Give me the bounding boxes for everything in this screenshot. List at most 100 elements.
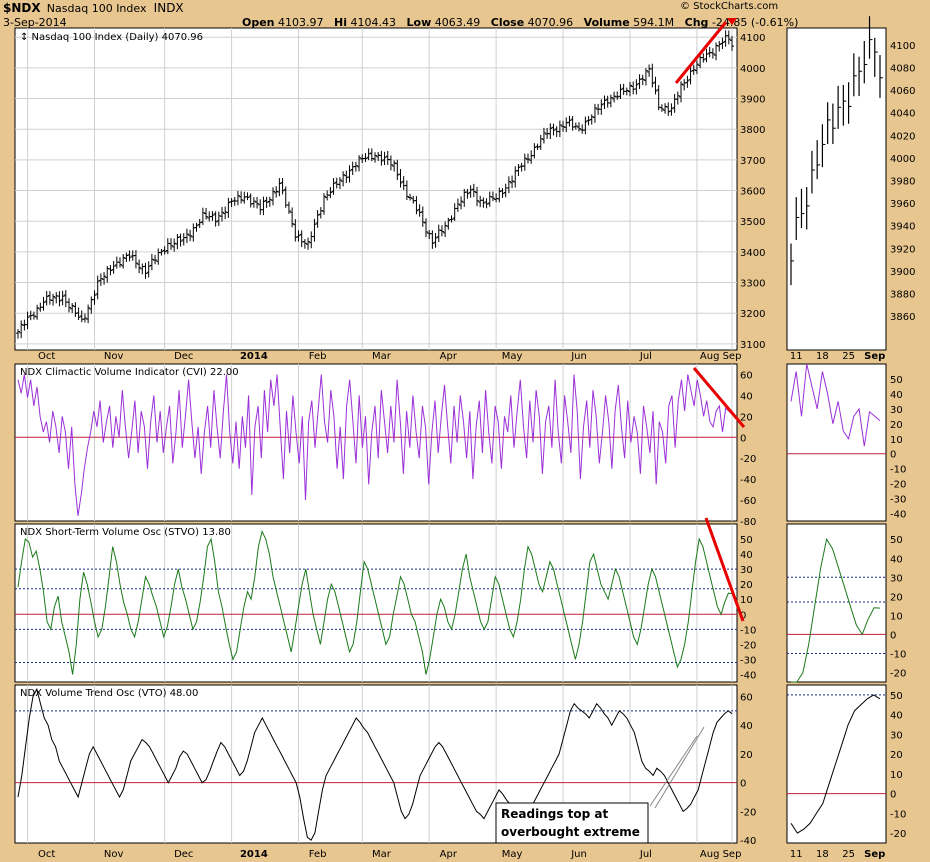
ohlc-bar (353, 161, 358, 172)
ohlc-bar (146, 261, 151, 278)
zoom-y-tick-stvo-0: -20 (890, 668, 906, 679)
ohlc-bar (526, 153, 530, 164)
ohlc-bar (589, 114, 594, 125)
x-tick-price-1: Nov (104, 351, 124, 362)
zoom-y-tick-price-7: 4000 (890, 154, 915, 165)
ohlc-bar (404, 180, 409, 201)
ohlc-bar (347, 165, 352, 183)
zoom-y-tick-price-6: 3980 (890, 177, 915, 188)
ohlc-bar (25, 311, 30, 330)
ohlc-bar (149, 253, 154, 271)
ohlc-bar (420, 206, 425, 227)
zoom-ohlc-bar (811, 150, 815, 194)
y-tick-cvi-3: -20 (740, 454, 756, 465)
zoom-y-tick-cvi-4: 0 (890, 450, 896, 461)
quote-date: 3-Sep-2014 (3, 16, 67, 29)
cvi-title: NDX Climactic Volume Indicator (CVI) 22.… (20, 367, 239, 378)
ohlc-bar (557, 120, 562, 138)
x-tick-vto-5: Mar (372, 849, 392, 860)
y-tick-price-8: 3900 (740, 95, 765, 106)
ohlc-bar (439, 225, 444, 237)
plot-frame-price (14, 27, 738, 351)
zoom-y-tick-price-9: 4040 (890, 109, 915, 120)
annotation-line1: Readings top at (501, 807, 608, 821)
ohlc-bar (430, 230, 435, 249)
quote-bar: Open 4103.97 Hi 4104.43 Low 4063.49 Clos… (242, 16, 799, 29)
ohlc-bar (280, 178, 285, 195)
y-tick-price-0: 3100 (740, 340, 765, 351)
ohlc-bar (720, 37, 725, 50)
x-tick-price-4: Feb (309, 351, 327, 362)
y-tick-vto-4: 40 (740, 721, 753, 732)
ohlc-bar (175, 233, 180, 250)
y-tick-stvo-2: -20 (740, 640, 756, 651)
zoom-ohlc-bars (790, 16, 883, 286)
ohlc-bar (194, 222, 199, 232)
ohlc-bar (57, 291, 62, 307)
ohlc-bar (573, 122, 578, 130)
ohlc-bar (60, 290, 65, 306)
zoom-y-tick-price-5: 3960 (890, 199, 915, 210)
zoom-y-tick-price-10: 4060 (890, 86, 915, 97)
ohlc-bar (98, 273, 103, 286)
x-tick-price-10: Aug (700, 351, 720, 362)
zoom-cvi-series-line (790, 363, 881, 447)
ohlc-bar (188, 229, 193, 242)
y-tick-cvi-1: -60 (740, 496, 756, 507)
ohlc-bar (31, 311, 36, 320)
ohlc-bar (634, 79, 639, 95)
zoom-ohlc-bar (816, 140, 821, 180)
ohlc-bar (127, 250, 132, 262)
ohlc-bar (730, 36, 734, 51)
ohlc-bar (535, 143, 540, 150)
zoom-y-tick-vto-2: 0 (890, 790, 896, 801)
zoom-y-tick-stvo-3: 10 (890, 611, 903, 622)
ohlc-bar (19, 320, 24, 339)
ohlc-bar (47, 291, 52, 305)
vto-title: NDX Volume Trend Osc (VTO) 48.00 (20, 688, 198, 699)
ohlc-bar (522, 153, 527, 171)
zoom-ohlc-bar (842, 84, 847, 126)
x-tick-price-5: Mar (372, 351, 392, 362)
zoom-y-tick-stvo-6: 40 (890, 554, 903, 565)
ohlc-bar (277, 178, 282, 197)
zoom-ohlc-bar (806, 187, 810, 230)
ohlc-bar (599, 99, 604, 115)
ohlc-bar (226, 197, 231, 218)
zoom-y-tick-price-8: 4020 (890, 131, 915, 142)
ohlc-bar (395, 159, 400, 181)
ohlc-bar (137, 259, 142, 274)
open-value: 4103.97 (278, 16, 324, 29)
ohlc-bar (446, 217, 451, 230)
ohlc-bar (296, 230, 301, 242)
ohlc-bar (417, 204, 422, 217)
y-tick-price-5: 3600 (740, 187, 765, 198)
x-tick-vto-7: May (502, 849, 523, 860)
ohlc-bar (86, 304, 91, 324)
y-tick-stvo-3: -10 (740, 625, 756, 636)
ohlc-bar (318, 207, 323, 219)
zoom-x-tick-0: 11 (790, 351, 803, 362)
ohlc-bar (357, 155, 362, 172)
y-tick-stvo-4: 0 (740, 610, 746, 621)
close-label: Close (490, 16, 525, 29)
open-label: Open (242, 16, 275, 29)
zoom-ohlc-bar (847, 82, 852, 124)
x-tick-vto-8: Jun (570, 849, 587, 860)
ohlc-bar (111, 260, 116, 274)
ohlc-bar (548, 123, 553, 140)
ohlc-bar (500, 188, 505, 198)
ohlc-bar (424, 218, 428, 238)
zoom-y-tick-price-11: 4080 (890, 64, 915, 75)
ohlc-bar (302, 239, 307, 249)
ohlc-bar (337, 177, 342, 190)
ticker-header: $NDX Nasdaq 100 Index INDX (3, 1, 184, 15)
zoom-x-tick-b-3: Sep (864, 849, 885, 860)
x-tick-vto-1: Nov (104, 849, 124, 860)
zoom-ohlc-bar (874, 37, 878, 77)
ohlc-bar (685, 75, 690, 88)
ohlc-bar (710, 48, 715, 59)
ohlc-bar (506, 176, 511, 194)
y-tick-vto-3: 20 (740, 750, 753, 761)
ohlc-bar (239, 191, 244, 204)
